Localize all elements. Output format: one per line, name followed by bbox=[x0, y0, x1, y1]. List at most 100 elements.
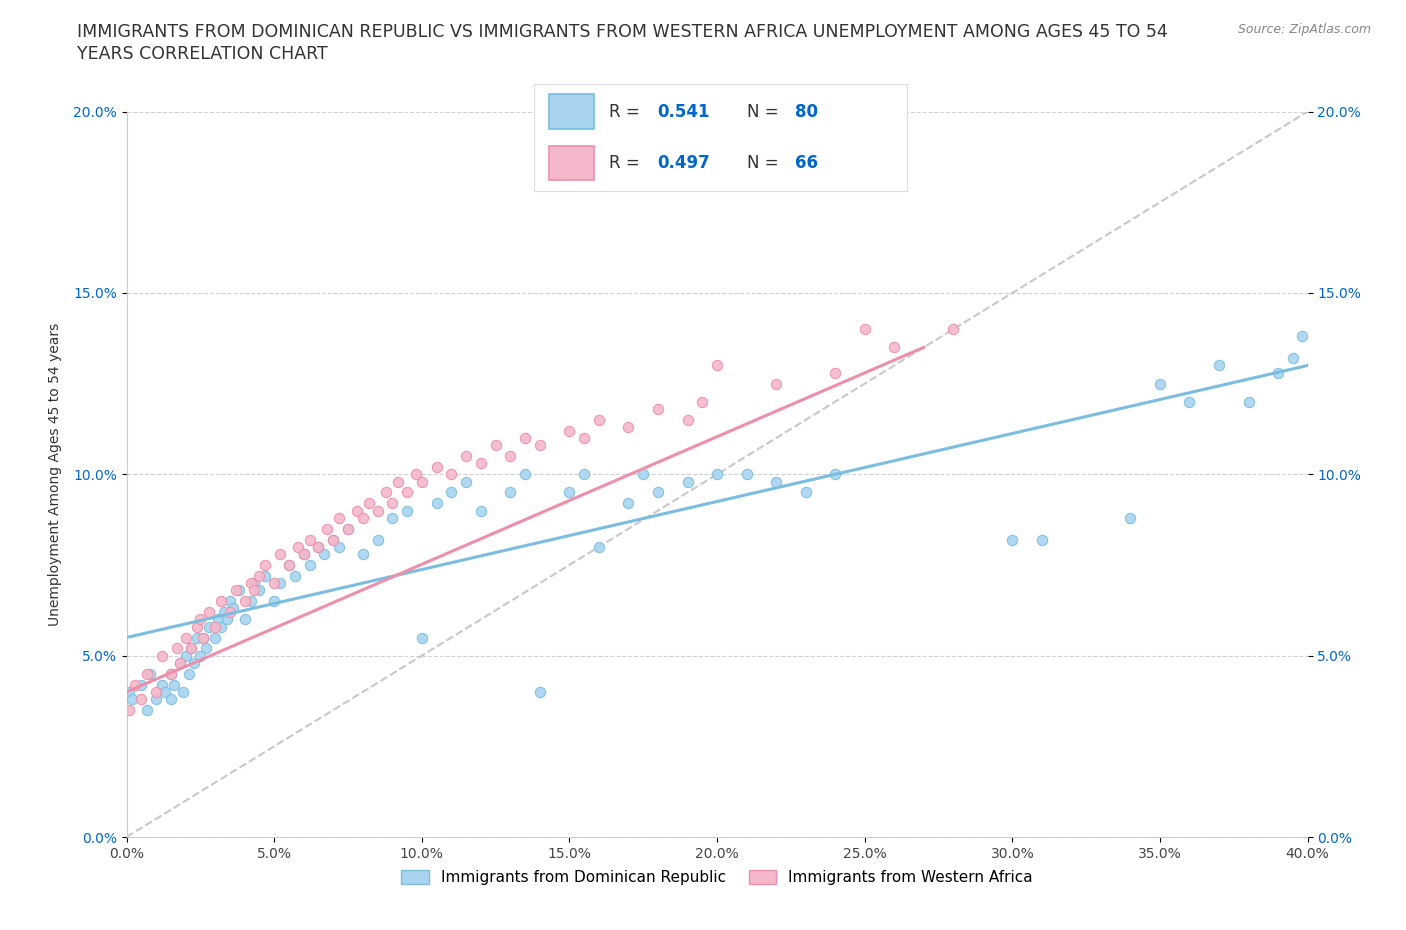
Point bbox=[647, 402, 669, 417]
Point bbox=[1178, 394, 1201, 409]
Point bbox=[225, 583, 247, 598]
Point bbox=[249, 583, 271, 598]
Point bbox=[269, 547, 291, 562]
Point bbox=[222, 601, 245, 616]
Point bbox=[219, 594, 242, 609]
Point bbox=[129, 692, 153, 707]
Point bbox=[706, 467, 728, 482]
Point bbox=[254, 568, 277, 583]
Point bbox=[292, 547, 315, 562]
Point bbox=[145, 684, 167, 699]
Point bbox=[735, 467, 758, 482]
Point bbox=[180, 641, 202, 656]
Point bbox=[124, 677, 146, 692]
Point bbox=[456, 449, 478, 464]
Point bbox=[1149, 377, 1171, 392]
Point bbox=[129, 677, 153, 692]
Point bbox=[174, 631, 197, 645]
Point bbox=[212, 604, 235, 619]
Point bbox=[193, 631, 215, 645]
Point bbox=[188, 648, 212, 663]
Text: 80: 80 bbox=[796, 102, 818, 121]
Point bbox=[499, 449, 522, 464]
Point bbox=[1267, 365, 1289, 380]
Point bbox=[186, 619, 208, 634]
Point bbox=[470, 503, 492, 518]
Point bbox=[139, 667, 162, 682]
Point bbox=[314, 547, 336, 562]
Point bbox=[198, 619, 221, 634]
Point bbox=[574, 467, 596, 482]
Point bbox=[558, 485, 581, 500]
Point bbox=[617, 419, 640, 434]
Point bbox=[121, 692, 143, 707]
Point bbox=[118, 684, 141, 699]
Point bbox=[233, 612, 256, 627]
Point bbox=[328, 539, 350, 554]
Point bbox=[425, 496, 447, 511]
Point bbox=[470, 456, 492, 471]
Point bbox=[1208, 358, 1230, 373]
Point bbox=[209, 594, 232, 609]
Point bbox=[239, 576, 262, 591]
Point bbox=[824, 467, 846, 482]
Point bbox=[308, 539, 330, 554]
Point bbox=[195, 641, 218, 656]
Point bbox=[824, 365, 846, 380]
Point bbox=[249, 568, 271, 583]
Point bbox=[172, 684, 194, 699]
Point bbox=[794, 485, 817, 500]
Point bbox=[367, 503, 389, 518]
Point bbox=[706, 358, 728, 373]
Point bbox=[381, 511, 404, 525]
Point bbox=[328, 511, 350, 525]
Point bbox=[145, 692, 167, 707]
Point bbox=[440, 485, 463, 500]
Point bbox=[765, 377, 787, 392]
Point bbox=[1237, 394, 1260, 409]
Point bbox=[352, 511, 374, 525]
Legend: Immigrants from Dominican Republic, Immigrants from Western Africa: Immigrants from Dominican Republic, Immi… bbox=[395, 864, 1039, 891]
Point bbox=[193, 631, 215, 645]
Point bbox=[254, 558, 277, 573]
Point bbox=[298, 558, 321, 573]
Point bbox=[233, 594, 256, 609]
Text: IMMIGRANTS FROM DOMINICAN REPUBLIC VS IMMIGRANTS FROM WESTERN AFRICA UNEMPLOYMEN: IMMIGRANTS FROM DOMINICAN REPUBLIC VS IM… bbox=[77, 23, 1168, 41]
FancyBboxPatch shape bbox=[550, 95, 593, 128]
Point bbox=[499, 485, 522, 500]
Point bbox=[588, 413, 610, 428]
Point bbox=[204, 631, 226, 645]
Point bbox=[269, 576, 291, 591]
Point bbox=[169, 656, 191, 671]
Point bbox=[163, 677, 186, 692]
Point bbox=[219, 604, 242, 619]
Point bbox=[515, 431, 537, 445]
Text: R =: R = bbox=[609, 153, 645, 172]
Point bbox=[198, 604, 221, 619]
Point bbox=[1291, 329, 1313, 344]
Point bbox=[411, 631, 433, 645]
Point bbox=[183, 656, 205, 671]
Point bbox=[853, 322, 876, 337]
Point bbox=[676, 413, 699, 428]
Point bbox=[180, 641, 202, 656]
Point bbox=[617, 496, 640, 511]
Point bbox=[676, 474, 699, 489]
Point bbox=[1119, 511, 1142, 525]
Point bbox=[278, 558, 301, 573]
Point bbox=[278, 558, 301, 573]
Point bbox=[529, 438, 551, 453]
Point bbox=[387, 474, 409, 489]
Point bbox=[765, 474, 787, 489]
Point bbox=[346, 503, 368, 518]
Point bbox=[174, 648, 197, 663]
Point bbox=[357, 496, 380, 511]
Point bbox=[425, 459, 447, 474]
Point bbox=[322, 532, 344, 547]
Point bbox=[484, 438, 508, 453]
Point bbox=[692, 394, 714, 409]
Text: 66: 66 bbox=[796, 153, 818, 172]
Point bbox=[118, 703, 141, 718]
Point bbox=[150, 677, 173, 692]
Point bbox=[647, 485, 669, 500]
